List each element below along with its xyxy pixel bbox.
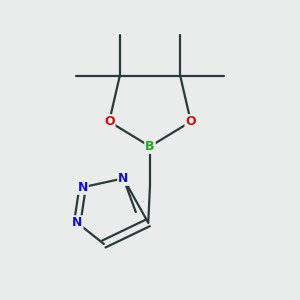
Text: B: B bbox=[145, 140, 155, 153]
Text: O: O bbox=[104, 115, 115, 128]
Text: N: N bbox=[77, 181, 88, 194]
Text: O: O bbox=[185, 115, 196, 128]
Text: N: N bbox=[72, 216, 83, 229]
Text: N: N bbox=[118, 172, 129, 185]
